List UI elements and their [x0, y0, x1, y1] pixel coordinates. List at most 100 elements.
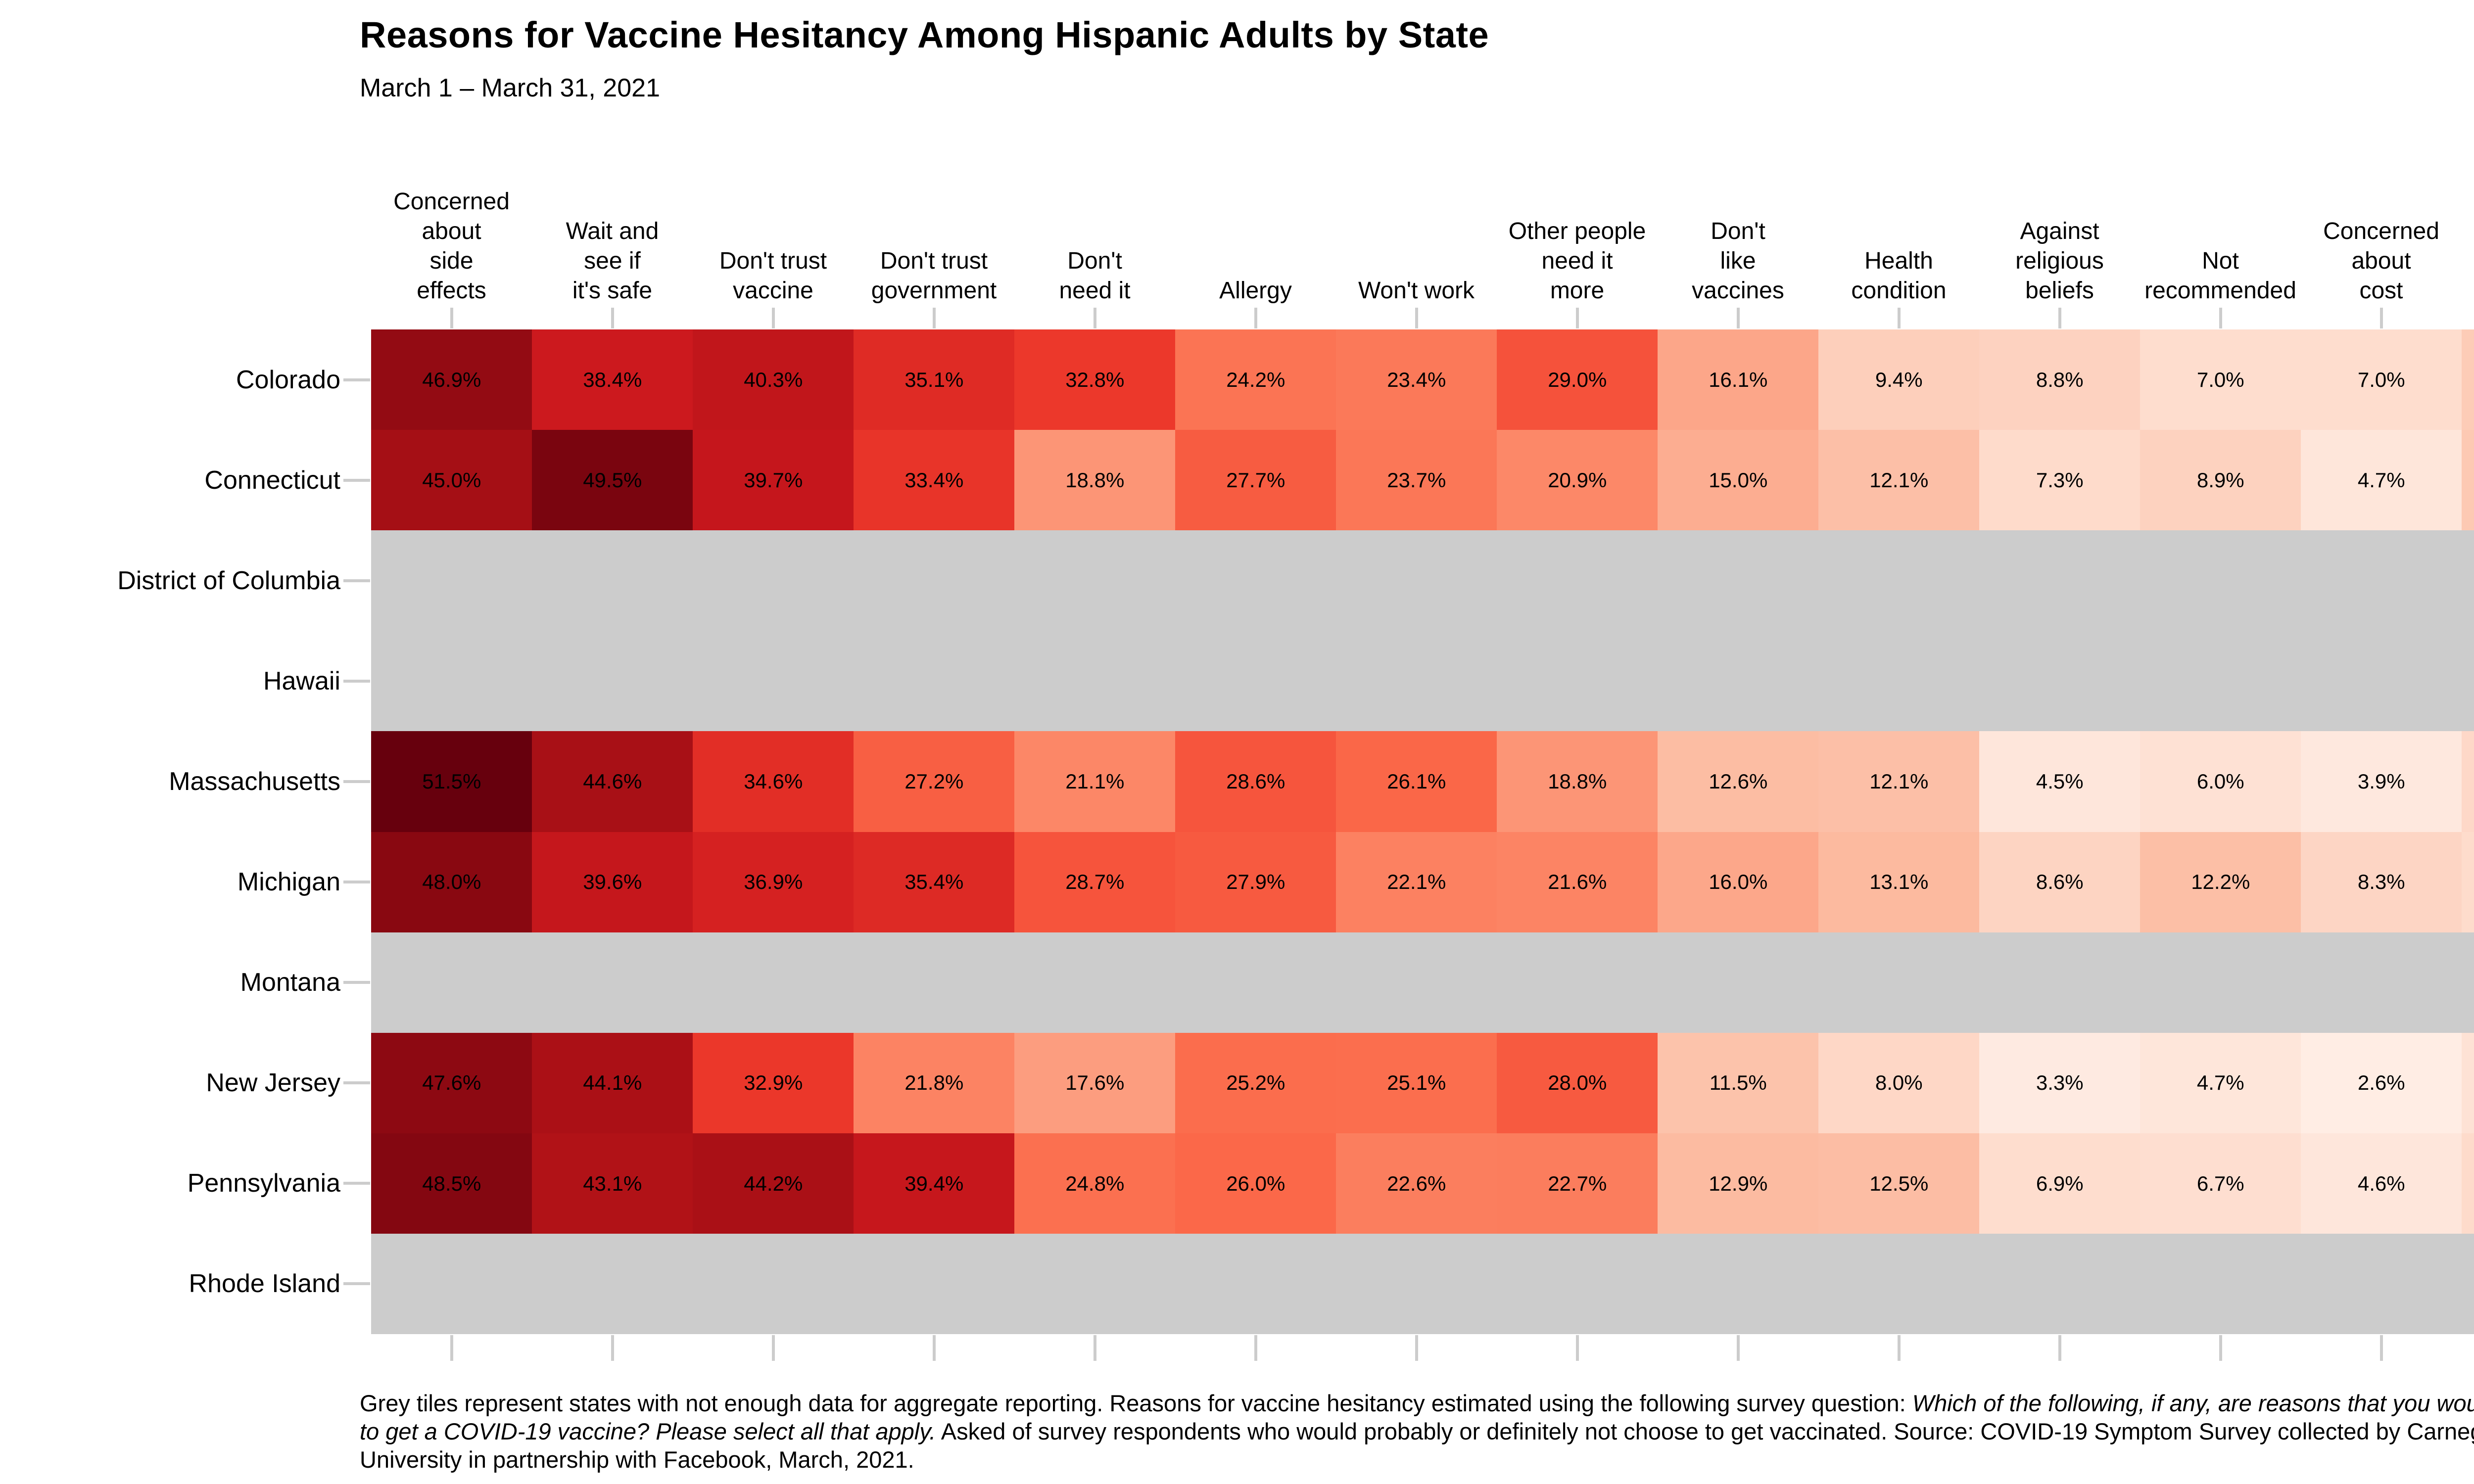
heatmap-cell: 33.4% — [854, 430, 1015, 531]
heatmap-cell: 7.2% — [2462, 832, 2474, 933]
column-tick-bottom — [611, 1335, 614, 1361]
no-data-row — [371, 631, 2474, 732]
heatmap-cell: 3.9% — [2301, 731, 2462, 832]
heatmap-cell: 39.6% — [532, 832, 693, 933]
heatmap-cell: 39.7% — [693, 430, 854, 531]
column-tick-top — [1736, 308, 1740, 328]
column-header-line: Won't work — [1358, 278, 1475, 304]
heatmap-cell: 24.2% — [1175, 329, 1336, 430]
column-header-line: it's safe — [572, 278, 653, 304]
heatmap-cell: 44.2% — [693, 1133, 854, 1234]
column-header-line: condition — [1851, 278, 1947, 304]
column-header-line: need it — [1541, 248, 1613, 274]
column-tick-bottom — [1575, 1335, 1579, 1361]
column-header: Pregnancy — [2442, 276, 2474, 306]
heatmap-cell: 40.3% — [693, 329, 854, 430]
heatmap-cell: 20.9% — [1497, 430, 1658, 531]
column-header-line: about — [2351, 248, 2411, 274]
column-tick-top — [1575, 308, 1579, 328]
column-header-line: Concerned — [393, 188, 510, 215]
column-tick-bottom — [2058, 1335, 2061, 1361]
heatmap-cell: 36.9% — [693, 832, 854, 933]
heatmap-cell: 17.6% — [1014, 1032, 1176, 1134]
column-header-line: Don't — [1711, 218, 1765, 244]
column-header-line: beliefs — [2025, 278, 2094, 304]
heatmap-cell: 35.1% — [854, 329, 1015, 430]
column-tick-top — [2219, 308, 2222, 328]
heatmap-cell: 22.6% — [1336, 1133, 1497, 1234]
heatmap-cell: 12.1% — [1818, 731, 1980, 832]
footnote-text: Grey tiles represent states with not eno… — [360, 1390, 1912, 1416]
chart-footnote: Grey tiles represent states with not eno… — [360, 1389, 2474, 1474]
column-header: Against religious beliefs — [1959, 217, 2160, 306]
heatmap-cell: 8.8% — [1979, 329, 2141, 430]
row-tick-left — [343, 1182, 370, 1185]
column-header-line: Don't trust — [880, 248, 988, 274]
column-header: Allergy — [1155, 276, 1356, 306]
heatmap-cell: 48.5% — [371, 1133, 532, 1234]
heatmap-cell: 22.1% — [1336, 832, 1497, 933]
column-tick-bottom — [1897, 1335, 1901, 1361]
heatmap-cell: 9.4% — [1818, 329, 1980, 430]
heatmap-cell: 51.5% — [371, 731, 532, 832]
column-tick-bottom — [932, 1335, 936, 1361]
column-header-line: like — [1720, 248, 1756, 274]
heatmap-cell: 16.1% — [1658, 329, 1819, 430]
heatmap-cell: 3.3% — [1979, 1032, 2141, 1134]
column-header-line: more — [1550, 278, 1605, 304]
column-header-line: Against — [2020, 218, 2099, 244]
heatmap-cell: 11.5% — [1658, 1032, 1819, 1134]
column-header: Concerned about side effects — [351, 187, 552, 306]
heatmap-cell: 21.1% — [1014, 731, 1176, 832]
column-tick-bottom — [1093, 1335, 1096, 1361]
heatmap-cell: 4.7% — [2140, 1032, 2301, 1134]
row-label-state: Pennsylvania — [187, 1169, 340, 1198]
heatmap-cell: 26.1% — [1336, 731, 1497, 832]
column-tick-bottom — [771, 1335, 775, 1361]
heatmap-cell: 6.7% — [2140, 1133, 2301, 1234]
heatmap-cell: 12.6% — [1658, 731, 1819, 832]
column-tick-bottom — [450, 1335, 453, 1361]
column-header-line: Not — [2202, 248, 2239, 274]
chart-title: Reasons for Vaccine Hesitancy Among Hisp… — [360, 14, 1489, 55]
heatmap-cell: 27.2% — [854, 731, 1015, 832]
heatmap-cell: 12.9% — [1658, 1133, 1819, 1234]
heatmap-cell: 4.5% — [1979, 731, 2141, 832]
footnote-survey-question: Which of the following, if any, are reas… — [360, 1390, 2474, 1444]
row-tick-left — [343, 1282, 370, 1286]
column-header: Don't like vaccines — [1638, 217, 1838, 306]
heatmap-cell: 8.6% — [1979, 832, 2141, 933]
row-label-state: Massachusetts — [169, 767, 340, 796]
heatmap-cell: 21.6% — [1497, 832, 1658, 933]
column-header-line: religious — [2015, 248, 2104, 274]
heatmap-cell: 22.7% — [1497, 1133, 1658, 1234]
heatmap-cell: 34.6% — [693, 731, 854, 832]
heatmap-cell: 46.9% — [371, 329, 532, 430]
heatmap-cell: 7.0% — [2301, 329, 2462, 430]
heatmap-cell: 18.8% — [1497, 731, 1658, 832]
column-header: Don't need it — [995, 246, 1195, 306]
heatmap-cell: 12.1% — [1818, 430, 1980, 531]
column-header-line: vaccines — [1692, 278, 1784, 304]
column-tick-top — [611, 308, 614, 328]
heatmap-cell: 7.8% — [2462, 731, 2474, 832]
column-header-line: side — [429, 248, 474, 274]
column-header-line: vaccine — [733, 278, 813, 304]
column-header-line: effects — [417, 278, 486, 304]
heatmap-cell: 27.7% — [1175, 430, 1336, 531]
column-header-line: Health — [1864, 248, 1933, 274]
column-header: Wait and see if it's safe — [512, 217, 713, 306]
heatmap-cell: 10.0% — [2462, 329, 2474, 430]
heatmap-cell: 6.0% — [2140, 731, 2301, 832]
heatmap-cell: 18.8% — [1014, 430, 1176, 531]
heatmap-cell: 12.5% — [1818, 1133, 1980, 1234]
heatmap-cell: 39.4% — [854, 1133, 1015, 1234]
heatmap-cell: 4.6% — [2301, 1133, 2462, 1234]
heatmap-cell: 32.9% — [693, 1032, 854, 1134]
column-header-line: Wait and — [566, 218, 659, 244]
column-tick-top — [2058, 308, 2061, 328]
heatmap-cell: 12.2% — [2140, 832, 2301, 933]
column-tick-top — [1415, 308, 1418, 328]
heatmap-cell: 38.4% — [532, 329, 693, 430]
